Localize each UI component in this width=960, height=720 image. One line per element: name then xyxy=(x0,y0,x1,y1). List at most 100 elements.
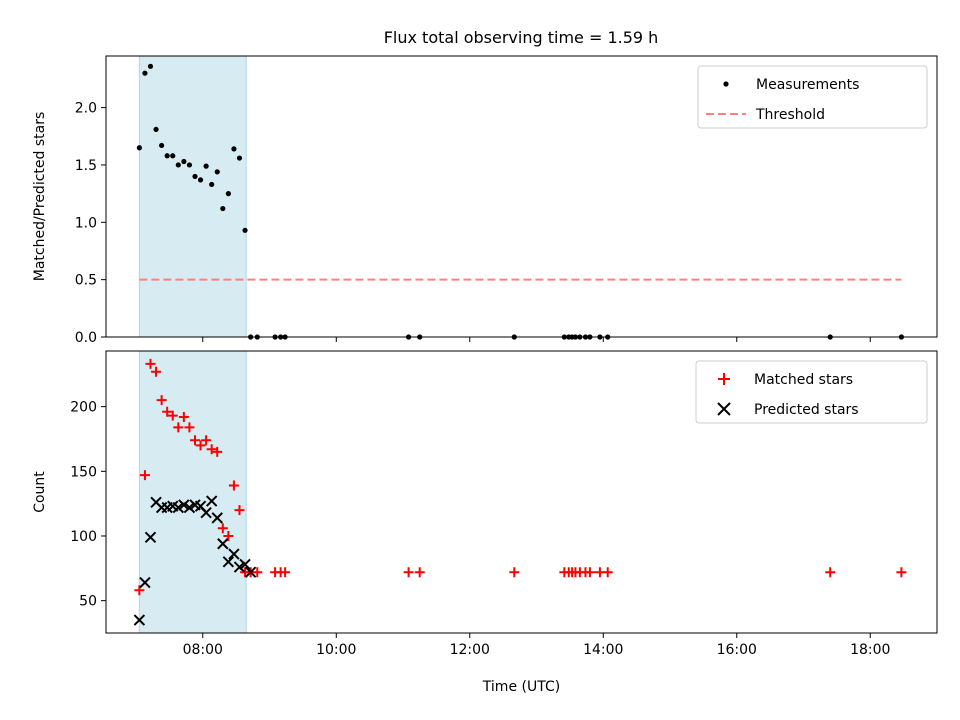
matched-point xyxy=(252,567,263,578)
predicted-point xyxy=(144,531,157,543)
measurement-point xyxy=(231,146,237,152)
x-tick-label: 16:00 xyxy=(717,642,757,658)
matched-point xyxy=(139,470,150,481)
series-predicted-stars xyxy=(133,495,257,626)
matched-point xyxy=(173,422,184,433)
legend: Matched stars Predicted stars xyxy=(695,360,928,424)
predicted-point xyxy=(222,556,235,568)
matched-point xyxy=(228,480,239,491)
measurement-point xyxy=(186,162,193,168)
y-tick-label: 0.0 xyxy=(75,330,97,346)
axes-frame xyxy=(105,350,938,634)
y-tick-label: 0.5 xyxy=(75,273,97,289)
matched-point xyxy=(184,422,195,433)
predicted-point xyxy=(211,512,223,524)
y-tick-label: 100 xyxy=(70,529,97,545)
y-tick-label: 50 xyxy=(79,594,97,610)
y-axis-label: Matched/Predicted stars xyxy=(32,112,48,282)
legend-box xyxy=(695,360,928,424)
matched-point xyxy=(206,444,217,455)
legend-label: Predicted stars xyxy=(754,402,859,418)
matched-point xyxy=(602,567,613,578)
matched-point xyxy=(584,567,595,578)
measurement-point xyxy=(236,155,243,161)
predicted-point xyxy=(233,561,246,573)
y-tick-label: 2.0 xyxy=(75,101,97,117)
matched-point xyxy=(145,358,156,369)
measurement-point xyxy=(203,163,209,169)
matched-point xyxy=(178,411,189,422)
matched-point xyxy=(896,567,907,578)
measurement-point xyxy=(175,162,181,168)
matched-point xyxy=(201,435,212,446)
shaded-interval xyxy=(138,55,247,338)
x-tick-label: 08:00 xyxy=(183,642,223,658)
measurement-point xyxy=(164,153,170,159)
matched-point xyxy=(414,567,425,578)
x-tick-label: 12:00 xyxy=(450,642,490,658)
y-tick-label: 150 xyxy=(70,464,97,480)
matched-point xyxy=(234,505,245,516)
predicted-point xyxy=(239,558,251,571)
measurement-point xyxy=(242,227,248,233)
y-tick-label: 200 xyxy=(70,400,97,416)
predicted-point xyxy=(205,495,218,507)
legend-marker-measurements xyxy=(723,81,729,87)
matched-point xyxy=(167,410,178,421)
measurement-point xyxy=(181,158,187,165)
predicted-point xyxy=(183,501,196,514)
measurement-point xyxy=(225,191,231,197)
measurement-point xyxy=(136,145,142,151)
legend-label: Threshold xyxy=(755,107,825,123)
predicted-point xyxy=(139,576,151,589)
series-matched-stars xyxy=(134,358,907,596)
legend-box xyxy=(697,65,928,129)
measurement-point xyxy=(220,205,226,212)
legend-label: Matched stars xyxy=(754,372,853,388)
predicted-point xyxy=(228,548,240,560)
predicted-point xyxy=(200,506,212,519)
matched-point xyxy=(156,395,167,406)
measurement-point xyxy=(153,126,159,133)
matched-point xyxy=(189,435,200,446)
matched-point xyxy=(151,366,162,377)
legend-marker-predicted xyxy=(717,402,731,416)
matched-point xyxy=(280,567,291,578)
matched-point xyxy=(825,567,836,578)
axes-frame xyxy=(105,55,938,338)
predicted-point xyxy=(244,566,257,578)
measurement-point xyxy=(192,173,198,180)
x-tick-label: 14:00 xyxy=(583,642,623,658)
measurement-point xyxy=(142,70,148,76)
x-axis-label: Time (UTC) xyxy=(482,679,560,695)
y-tick-label: 1.0 xyxy=(75,215,97,231)
predicted-point xyxy=(178,499,190,511)
measurement-point xyxy=(159,142,165,149)
shaded-interval xyxy=(138,350,247,634)
measurement-point xyxy=(147,63,154,69)
panel-ratio: 0.0 0.5 1.0 1.5 2.0 Matched/Predicted stars Me… xyxy=(32,55,938,346)
matched-point xyxy=(509,567,520,578)
measurement-point xyxy=(197,177,204,183)
y-axis-label: Count xyxy=(32,471,48,513)
legend-marker-matched xyxy=(718,373,730,385)
legend: Measurements Threshold xyxy=(697,65,928,129)
predicted-point xyxy=(172,501,185,514)
matched-point xyxy=(162,406,173,417)
measurement-point xyxy=(214,169,220,175)
measurement-point xyxy=(209,181,215,188)
chart-title: Flux total observing time = 1.59 h xyxy=(384,28,659,47)
predicted-point xyxy=(217,538,229,550)
matched-point xyxy=(212,446,223,457)
y-tick-label: 1.5 xyxy=(75,158,97,174)
matched-point xyxy=(195,440,206,451)
x-tick-label: 18:00 xyxy=(850,642,890,658)
panel-counts: 50 100 150 200 Count 08:00 10:00 12:00 14:00 16:0… xyxy=(32,350,938,695)
x-tick-label: 10:00 xyxy=(316,642,356,658)
measurement-point xyxy=(170,153,176,159)
legend-label: Measurements xyxy=(756,77,859,93)
matched-point xyxy=(403,567,414,578)
predicted-point xyxy=(133,614,146,626)
matched-point xyxy=(217,523,228,534)
